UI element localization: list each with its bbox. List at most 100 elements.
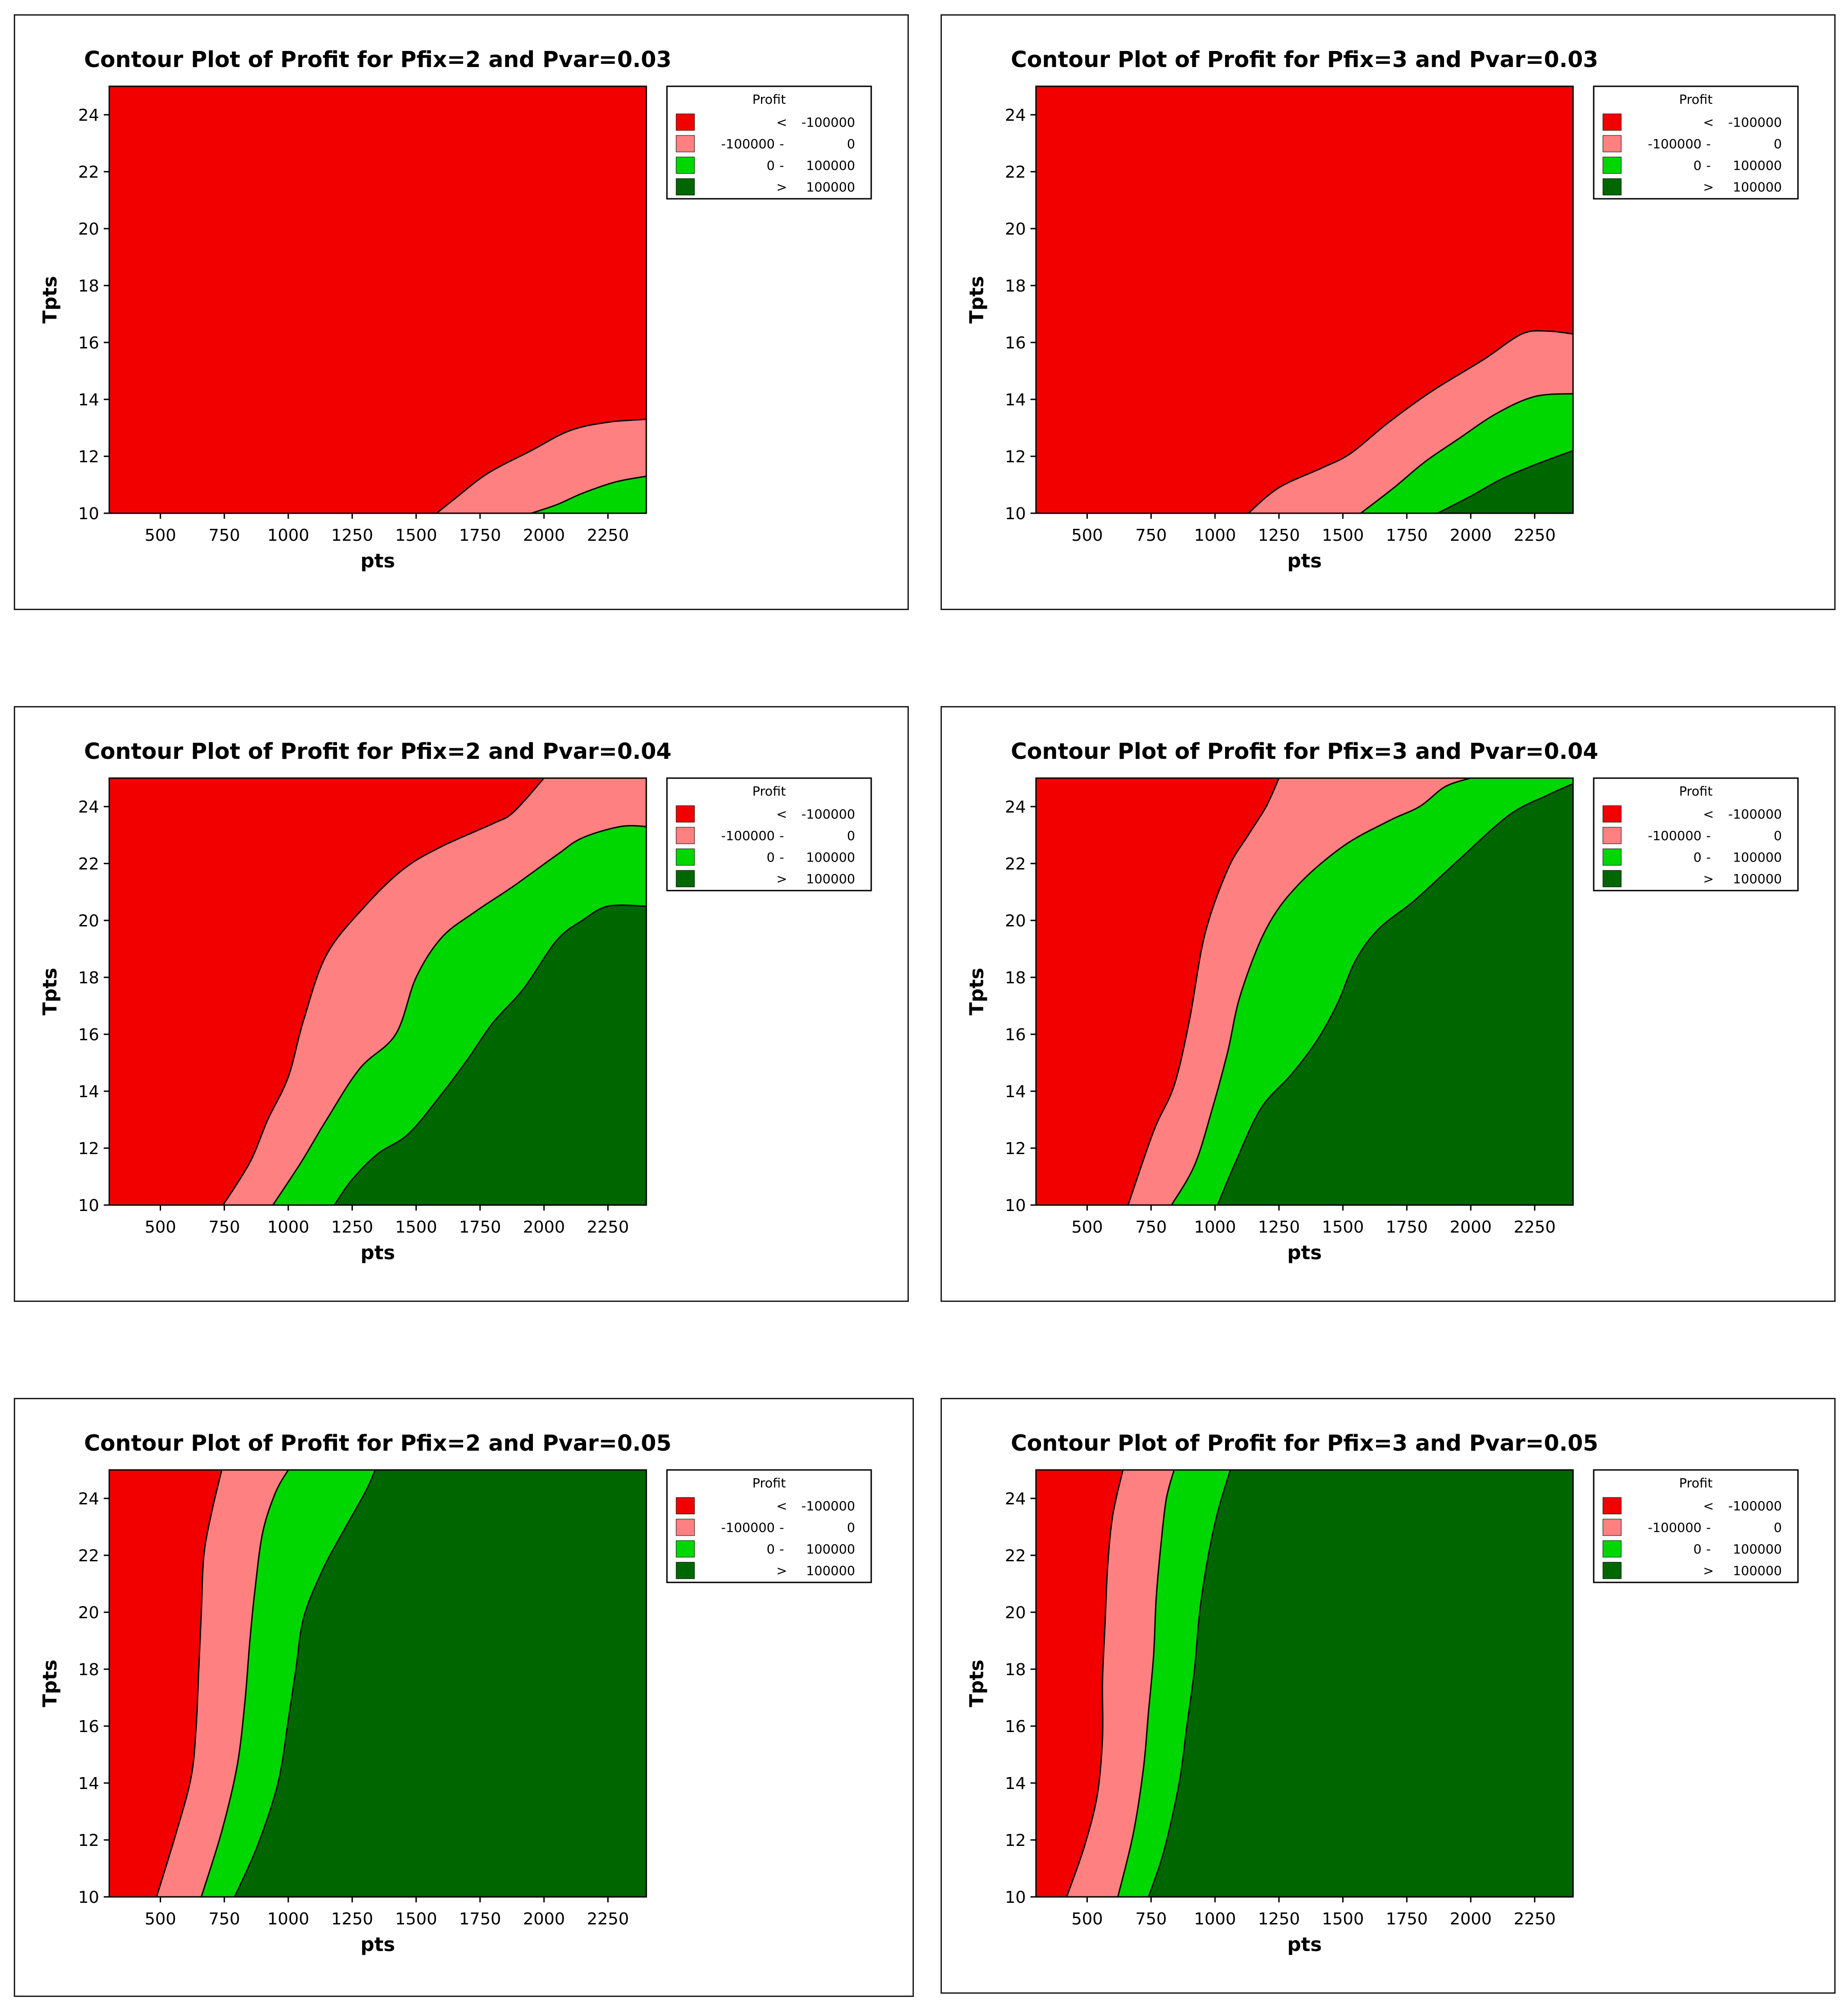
x-axis-label: pts [1287,1241,1322,1264]
legend-swatch [676,113,695,131]
legend-operator: - [1706,158,1711,173]
legend-swatch [1602,1562,1622,1579]
contour-regions [1036,778,1573,1205]
legend-high-value: 0 [1774,828,1782,843]
contour-line-0 [1360,393,1573,513]
y-tick-label: 14 [1005,1082,1026,1101]
legend-operator: - [1706,850,1711,865]
x-tick-label: 2000 [523,1910,565,1929]
x-tick-label: 2250 [587,1218,629,1237]
y-tick-label: 24 [1005,1490,1026,1509]
legend-high-value: 100000 [1733,850,1782,865]
x-tick-label: 500 [145,1218,176,1237]
contour-panel-pfix2-pvar003: Contour Plot of Profit for Pfix=2 and Pv… [14,14,909,610]
legend-swatch [676,178,695,196]
contour-line-100000 [334,904,646,1205]
y-tick-label: 10 [78,1196,99,1215]
x-tick-label: 1250 [1258,1910,1300,1929]
legend-high-value: -100000 [801,807,855,822]
legend-high-value: 0 [1774,1520,1782,1535]
x-tick-label: 1250 [1258,1218,1300,1237]
x-tick-label: 750 [1135,1910,1167,1929]
chart-title: Contour Plot of Profit for Pfix=2 and Pv… [84,739,672,764]
contour-chart-svg: Contour Plot of Profit for Pfix=3 and Pv… [965,1430,1799,1956]
x-tick-label: 1000 [267,1218,309,1237]
region-above-100000 [1148,1470,1573,1897]
legend-high-value: 0 [847,828,855,843]
legend-high-value: 100000 [806,158,855,173]
legend-operator: - [1706,1542,1711,1557]
contour-chart-svg: Contour Plot of Profit for Pfix=3 and Pv… [965,739,1799,1264]
legend-high-value: 100000 [806,871,855,886]
legend-swatch [1602,1497,1622,1514]
y-tick-label: 18 [1005,1660,1026,1679]
legend-low-value: -100000 [1648,828,1702,843]
y-tick-label: 10 [1005,505,1026,523]
chart-title: Contour Plot of Profit for Pfix=3 and Pv… [1011,47,1598,73]
x-tick-label: 1500 [1322,526,1364,545]
y-axis-label: Tpts [965,1660,988,1707]
legend-low-value: -100000 [721,136,775,151]
y-tick-label: 24 [78,1490,99,1509]
contour-regions [1036,86,1573,513]
legend: Profit< -100000-100000-00-100000> 100000 [666,85,872,200]
legend-operator: - [779,158,784,173]
y-tick-label: 12 [78,448,99,466]
legend-box [666,85,872,200]
legend-title: Profit [1679,784,1713,799]
x-tick-label: 1250 [331,526,373,545]
legend-swatch [1602,178,1622,196]
y-tick-label: 22 [78,163,99,182]
region-above-100000 [334,905,646,1205]
y-tick-label: 18 [1005,969,1026,987]
contour-line-0 [272,825,646,1205]
legend-high-value: 100000 [806,1563,855,1578]
x-tick-label: 2000 [1450,526,1492,545]
legend-operator: - [779,828,784,843]
contour-panel-pfix2-pvar004: Contour Plot of Profit for Pfix=2 and Pv… [14,706,909,1302]
y-tick-label: 14 [1005,1774,1026,1793]
legend-high-value: 100000 [1733,871,1782,886]
x-tick-label: 750 [1135,526,1167,545]
legend-low-value: -100000 [1648,136,1702,151]
legend-operator: > [776,1563,787,1578]
legend-high-value: -100000 [801,1498,855,1514]
legend-low-value: 0 [767,158,775,173]
y-tick-label: 18 [78,1660,99,1679]
y-tick-label: 20 [78,1604,99,1622]
legend-title: Profit [752,784,786,799]
legend-swatch [676,157,695,174]
y-tick-label: 14 [1005,391,1026,409]
contour-line--100000 [436,418,646,513]
legend-swatch [676,1540,695,1558]
x-tick-label: 500 [145,526,176,545]
x-tick-label: 1750 [459,526,501,545]
y-tick-label: 14 [78,391,99,409]
x-tick-label: 2250 [1514,526,1556,545]
y-axis-label: Tpts [965,968,988,1015]
y-tick-label: 10 [1005,1196,1026,1215]
legend-swatch [676,1562,695,1579]
x-tick-label: 1000 [267,526,309,545]
y-tick-label: 20 [78,912,99,931]
y-tick-label: 16 [1005,1026,1026,1044]
legend-swatch [676,135,695,152]
y-axis-label: Tpts [965,276,988,324]
legend-operator: - [779,1542,784,1557]
y-tick-label: 22 [1005,855,1026,874]
y-tick-label: 12 [1005,1139,1026,1158]
x-tick-label: 2000 [523,1218,565,1237]
legend-box [1593,85,1799,200]
legend-operator: - [779,850,784,865]
x-axis-label: pts [360,1241,395,1264]
legend-box [1593,777,1799,892]
legend-operator: > [1703,1563,1714,1578]
y-tick-label: 14 [78,1774,99,1793]
legend-high-value: 100000 [1733,158,1782,173]
legend-high-value: 100000 [1733,1563,1782,1578]
contour-line-0 [1117,1470,1175,1897]
x-tick-label: 2250 [587,526,629,545]
x-tick-label: 1000 [1194,526,1236,545]
legend-title: Profit [1679,1475,1713,1491]
y-tick-label: 10 [78,1888,99,1907]
